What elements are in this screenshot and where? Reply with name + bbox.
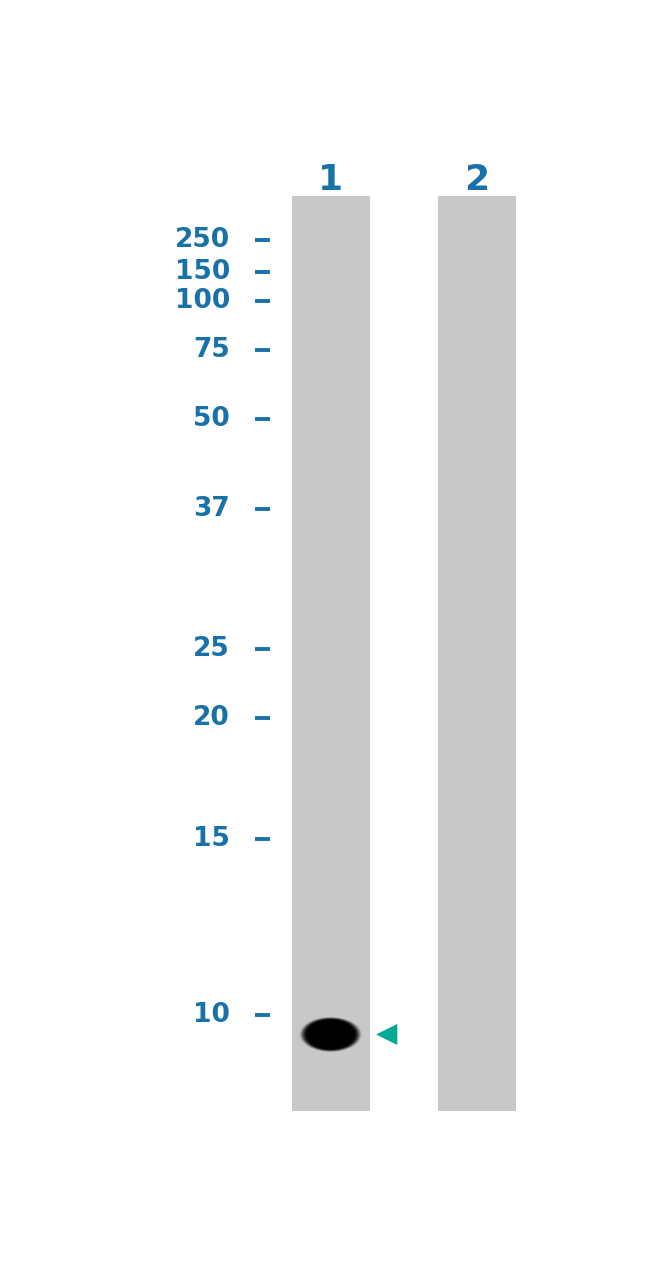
Ellipse shape bbox=[306, 1020, 356, 1050]
Text: 150: 150 bbox=[175, 259, 230, 284]
Ellipse shape bbox=[308, 1021, 353, 1049]
Ellipse shape bbox=[307, 1020, 354, 1049]
Ellipse shape bbox=[306, 1020, 355, 1049]
Text: 100: 100 bbox=[175, 288, 230, 314]
Ellipse shape bbox=[309, 1021, 352, 1048]
Text: 1: 1 bbox=[318, 163, 343, 197]
Ellipse shape bbox=[310, 1021, 351, 1048]
Ellipse shape bbox=[302, 1019, 359, 1050]
Text: 15: 15 bbox=[193, 826, 230, 852]
Bar bbox=[292, 197, 370, 1111]
Text: 50: 50 bbox=[193, 406, 230, 432]
Text: 37: 37 bbox=[193, 497, 230, 522]
Ellipse shape bbox=[304, 1019, 357, 1050]
Ellipse shape bbox=[304, 1019, 358, 1050]
Text: 25: 25 bbox=[193, 636, 230, 662]
Text: 20: 20 bbox=[193, 705, 230, 730]
Text: 75: 75 bbox=[193, 337, 230, 363]
Bar bbox=[437, 197, 515, 1111]
Text: 2: 2 bbox=[464, 163, 489, 197]
Ellipse shape bbox=[300, 1017, 361, 1052]
Text: 250: 250 bbox=[175, 227, 230, 254]
Ellipse shape bbox=[302, 1017, 360, 1052]
Ellipse shape bbox=[300, 1017, 362, 1052]
Text: 10: 10 bbox=[193, 1002, 230, 1027]
